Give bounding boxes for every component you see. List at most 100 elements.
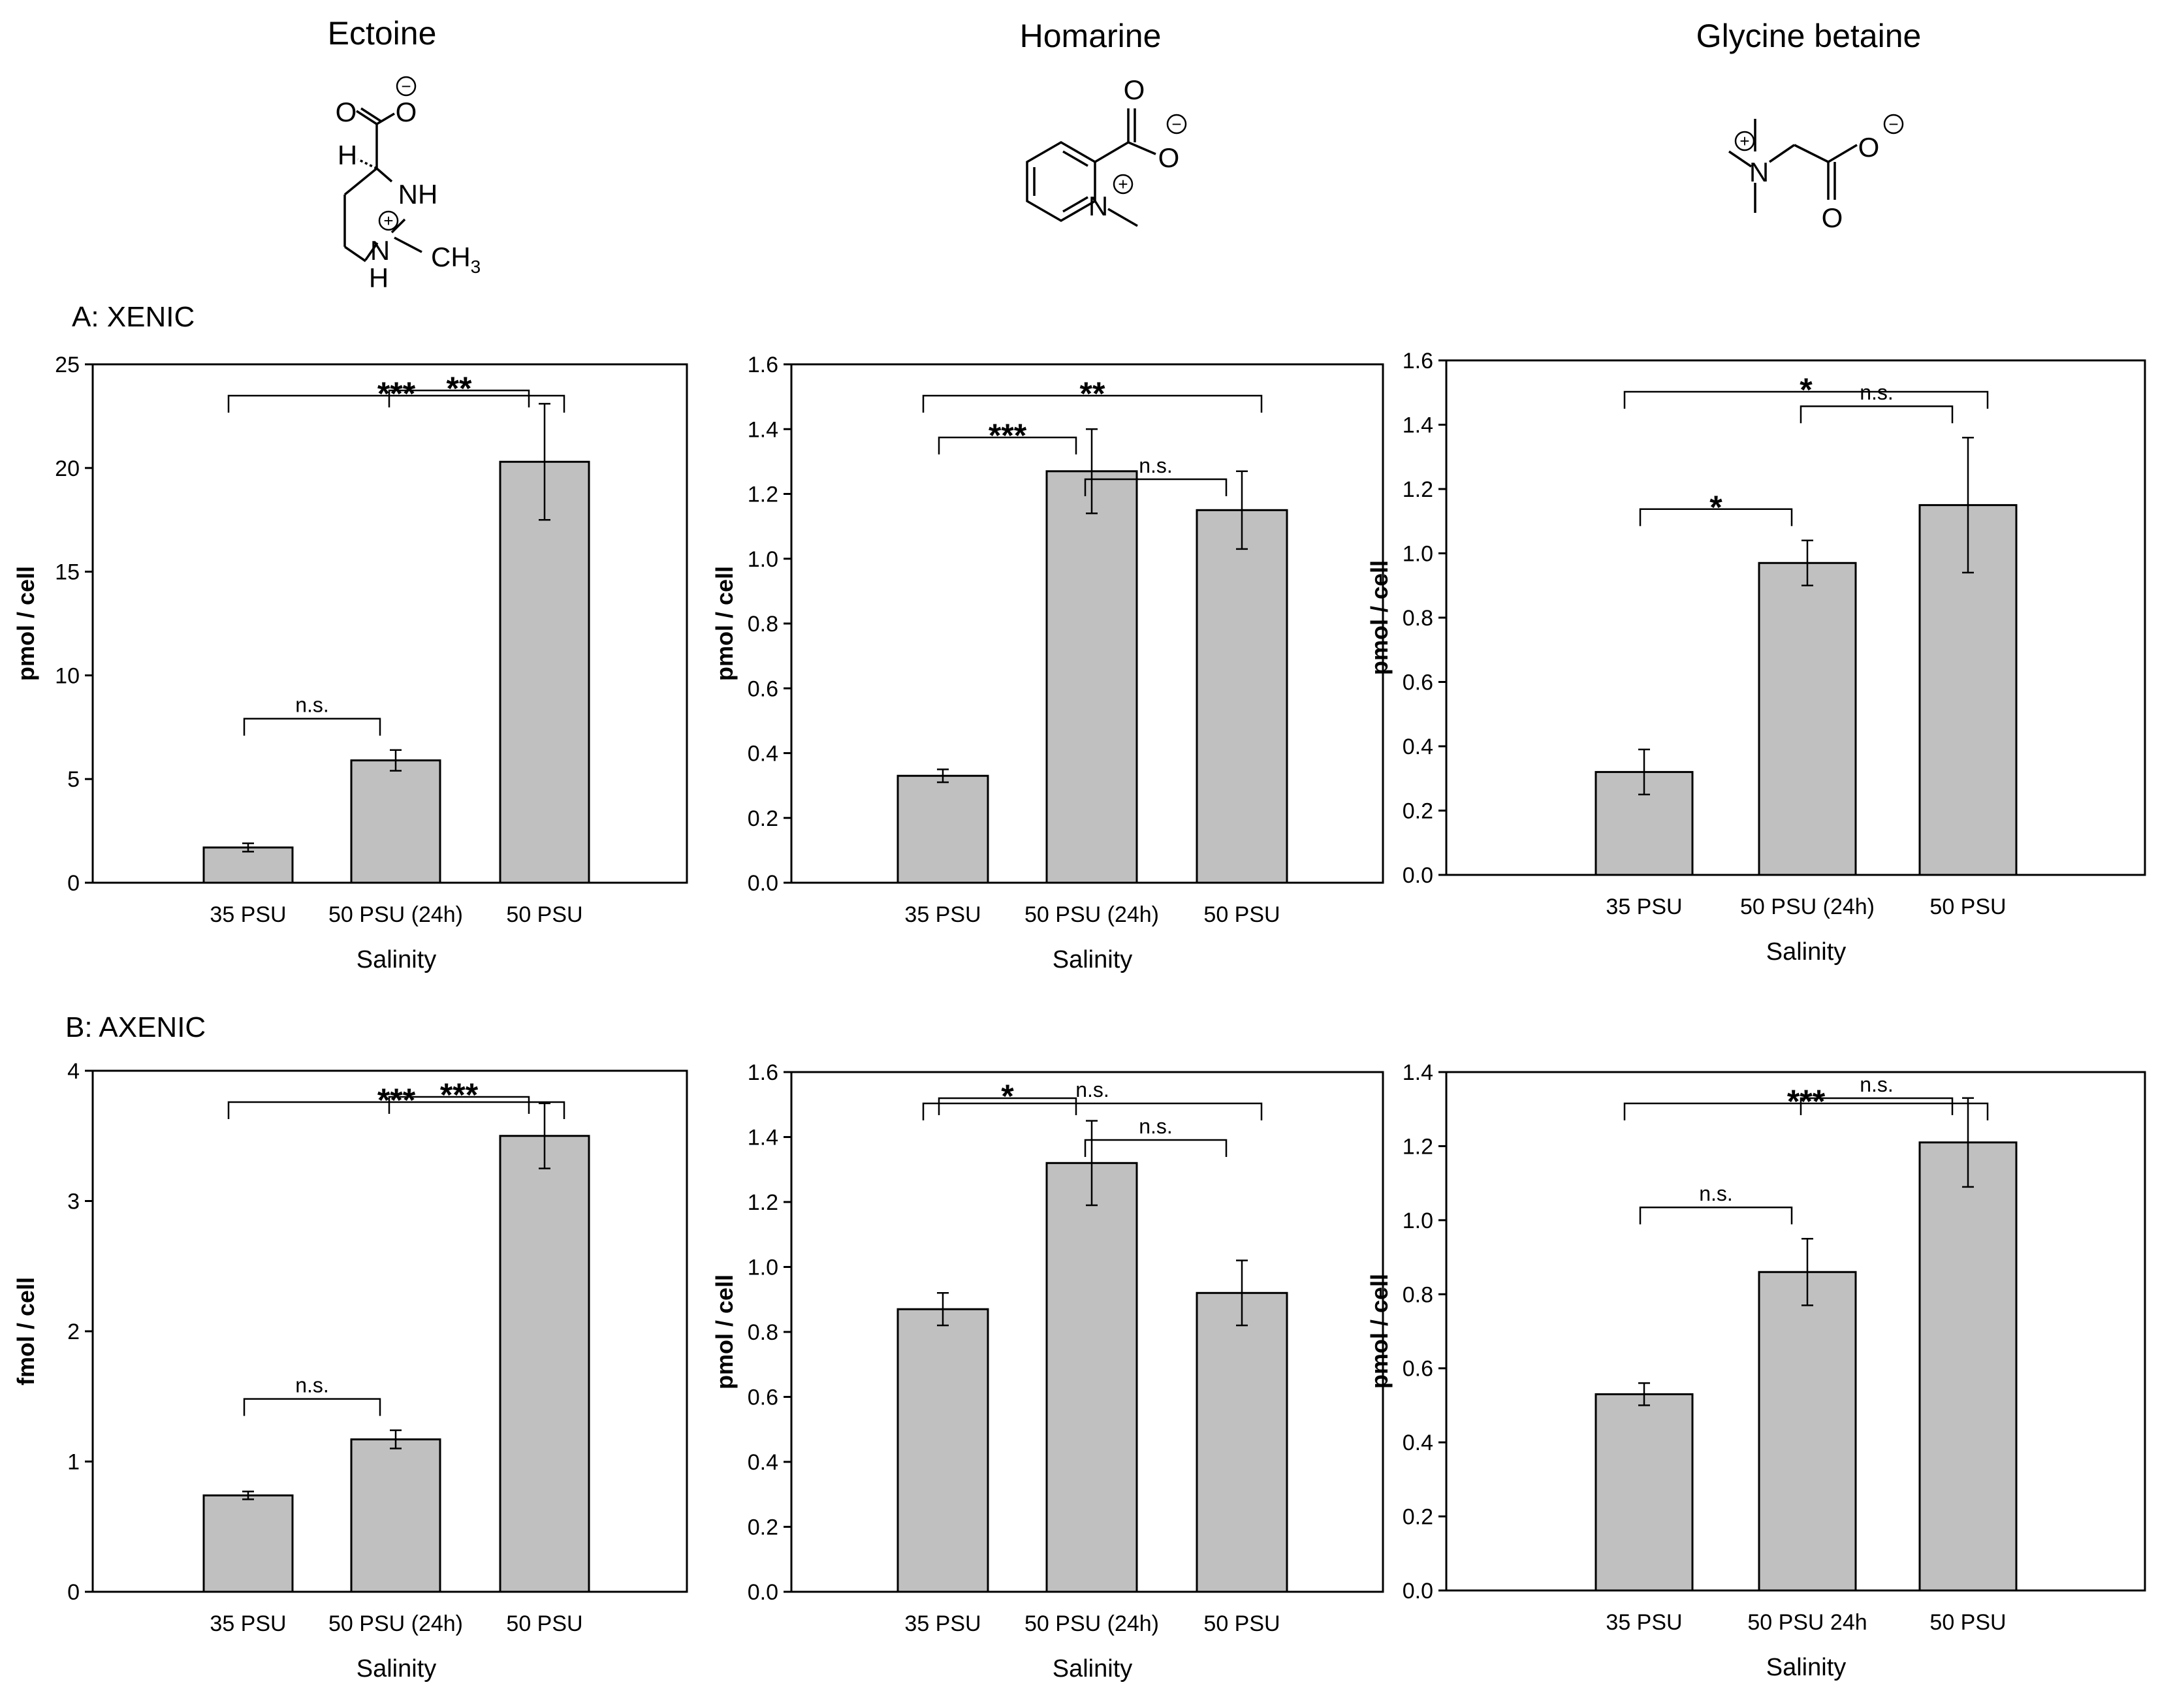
x-tick-label-B-homarine-0: 35 PSU [904,1611,981,1636]
significance-label-A-ectoine-1: ** [447,370,472,407]
homarine-positive-charge: + [1118,174,1128,194]
y-tick-label-A-homarine-6: 1.2 [748,482,778,507]
significance-label-B-glycine-betaine-2: n.s. [1699,1182,1733,1205]
homarine-atom-labels: O O N − + [1088,74,1182,221]
x-tick-label-B-ectoine-1: 50 PSU (24h) [328,1611,463,1636]
x-axis-label-B-glycine-betaine: Salinity [1766,1654,1847,1681]
y-tick-label-B-ectoine-0: 0 [67,1580,80,1605]
homarine-atom-n: N [1088,191,1108,221]
significance-bracket-B-homarine-0 [922,1102,1263,1120]
row-label-xenic: A: XENIC [72,301,195,333]
significance-label-A-glycine-betaine-0: * [1800,372,1813,408]
y-tick-label-B-homarine-0: 0.0 [748,1580,778,1605]
glycine-betaine-positive-charge: + [1739,131,1749,151]
glycine-betaine-atom-n: N [1749,157,1769,187]
y-tick-label-B-ectoine-2: 2 [67,1320,80,1344]
significance-bracket-A-glycine-betaine-2 [1800,405,1954,424]
ectoine-atom-labels: O O H NH N H CH3 − + [336,76,481,293]
y-axis-label-B-homarine: pmol / cell [711,1274,738,1389]
x-tick-label-A-ectoine-1: 50 PSU (24h) [328,902,463,927]
y-tick-label-B-homarine-1: 0.2 [748,1515,778,1540]
y-tick-label-B-ectoine-3: 3 [67,1190,80,1214]
bar-A-homarine-2 [1196,509,1288,884]
x-axis-label-B-homarine: Salinity [1053,1655,1133,1683]
y-tick-label-B-homarine-4: 0.8 [748,1320,778,1345]
y-tick-label-A-ectoine-3: 15 [55,560,80,585]
x-tick-label-B-homarine-2: 50 PSU [1203,1611,1280,1636]
ectoine-atom-o-anion: O [396,97,417,127]
chart-A-ectoine: 0 5 10 15 20 25 pmol / cell 35 PSU 50 PSU (24h) 5… [12,353,688,973]
y-tick-label-A-homarine-8: 1.6 [748,353,778,377]
significance-label-A-homarine-1: *** [989,417,1027,454]
ectoine-atom-o-carbonyl: O [336,97,357,127]
y-tick-label-A-homarine-5: 1.0 [748,547,778,572]
y-tick-label-B-glycine-betaine-4: 0.8 [1403,1282,1433,1307]
glycine-betaine-negative-charge: − [1888,114,1898,134]
chart-A-glycine-betaine: 0.0 0.2 0.4 0.6 0.8 1.0 1.2 1.4 1.6 pmol / cell 35… [1366,349,2146,966]
chart-A-homarine: 0.0 0.2 0.4 0.6 0.8 1.0 1.2 1.4 1.6 pmol / cell 35… [711,353,1384,973]
x-tick-label-A-glycine-betaine-2: 50 PSU [1929,894,2006,919]
significance-bracket-A-homarine-1 [938,436,1077,454]
y-tick-label-A-glycine-betaine-4: 0.8 [1403,606,1433,631]
significance-label-A-ectoine-2: n.s. [295,693,329,717]
significance-bracket-A-glycine-betaine-0 [1623,390,1989,409]
x-tick-label-A-glycine-betaine-0: 35 PSU [1606,894,1682,919]
glycine-betaine-atom-labels: N O O − + [1739,114,1898,233]
bar-A-ectoine-0 [202,846,294,884]
y-tick-label-B-glycine-betaine-2: 0.4 [1403,1431,1433,1455]
y-axis-label-A-ectoine: pmol / cell [12,566,39,681]
x-tick-label-B-glycine-betaine-2: 50 PSU [1929,1610,2006,1635]
y-tick-label-B-homarine-7: 1.4 [748,1126,778,1150]
y-tick-label-A-homarine-1: 0.2 [748,806,778,831]
bar-B-glycine-betaine-2 [1918,1141,2018,1592]
x-tick-label-A-homarine-0: 35 PSU [904,902,981,927]
y-tick-label-B-glycine-betaine-3: 0.6 [1403,1357,1433,1382]
y-tick-label-A-homarine-0: 0.0 [748,871,778,896]
y-tick-label-A-homarine-4: 0.8 [748,612,778,637]
y-axis-label-A-homarine: pmol / cell [711,566,738,681]
significance-bracket-A-homarine-2 [1084,478,1228,496]
significance-label-B-ectoine-0: *** [377,1082,416,1118]
row-label-axenic: B: AXENIC [65,1011,206,1043]
y-tick-label-B-homarine-8: 1.6 [748,1060,778,1085]
significance-label-B-ectoine-1: *** [440,1077,479,1113]
significance-label-B-homarine-0: n.s. [1075,1078,1109,1101]
y-tick-label-B-glycine-betaine-5: 1.0 [1403,1209,1433,1233]
y-tick-label-A-ectoine-5: 25 [55,353,80,377]
ectoine-structure [343,76,422,262]
x-axis-label-A-homarine: Salinity [1053,946,1133,973]
ectoine-atom-methyl: CH3 [431,242,481,277]
y-tick-label-B-homarine-3: 0.6 [748,1385,778,1410]
significance-label-B-homarine-2: n.s. [1139,1115,1173,1138]
bar-B-ectoine-1 [350,1438,441,1593]
y-tick-label-A-homarine-2: 0.4 [748,742,778,767]
x-tick-label-A-ectoine-2: 50 PSU [506,902,582,927]
glycine-betaine-atom-o-carbonyl: O [1822,202,1843,233]
bar-B-ectoine-0 [202,1494,294,1593]
significance-label-A-homarine-0: ** [1080,375,1105,412]
significance-bracket-B-homarine-2 [1084,1139,1228,1157]
y-tick-label-A-glycine-betaine-6: 1.2 [1403,477,1433,502]
x-tick-label-A-glycine-betaine-1: 50 PSU (24h) [1740,894,1875,919]
y-tick-label-A-glycine-betaine-1: 0.2 [1403,799,1433,824]
x-tick-label-B-homarine-1: 50 PSU (24h) [1024,1611,1159,1636]
y-tick-label-B-homarine-6: 1.2 [748,1190,778,1215]
bar-A-ectoine-1 [350,759,441,884]
y-tick-label-A-glycine-betaine-2: 0.4 [1403,735,1433,759]
bar-B-glycine-betaine-1 [1758,1271,1857,1592]
x-axis-label-B-ectoine: Salinity [357,1655,437,1683]
chart-B-glycine-betaine: 0.0 0.2 0.4 0.6 0.8 1.0 1.2 1.4 pmol / cell 35 PS… [1366,1060,2146,1681]
bar-A-homarine-1 [1045,470,1138,884]
y-tick-label-A-homarine-7: 1.4 [748,417,778,442]
x-axis-label-A-glycine-betaine: Salinity [1766,938,1847,966]
y-tick-label-A-glycine-betaine-7: 1.4 [1403,413,1433,438]
significance-label-A-glycine-betaine-1: * [1709,489,1722,526]
significance-bracket-A-ectoine-0 [227,394,565,413]
significance-label-B-homarine-1: * [1001,1078,1014,1115]
x-tick-label-B-ectoine-0: 35 PSU [210,1611,286,1636]
y-tick-label-A-glycine-betaine-8: 1.6 [1403,349,1433,373]
significance-bracket-B-ectoine-1 [388,1096,530,1114]
y-tick-label-A-ectoine-2: 10 [55,663,80,688]
y-axis-label-A-glycine-betaine: pmol / cell [1366,560,1393,675]
